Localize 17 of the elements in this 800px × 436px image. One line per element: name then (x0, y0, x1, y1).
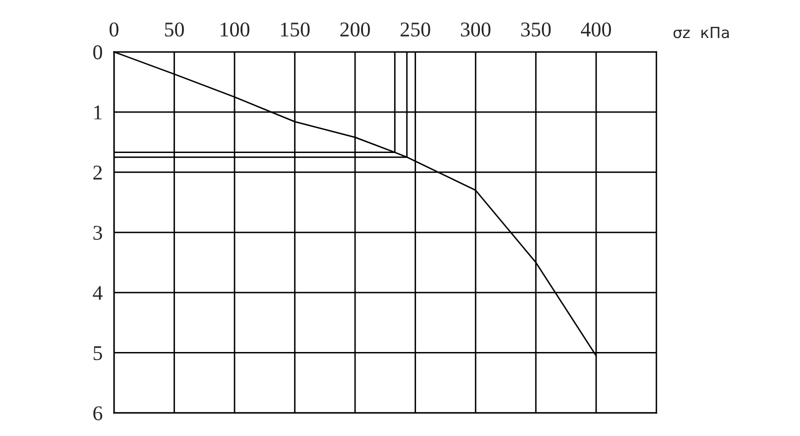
y-tick-label: 3 (93, 226, 102, 240)
y-tick-label: 0 (93, 45, 102, 60)
x-tick-label: 100 (220, 22, 250, 37)
x-tick-label: 150 (281, 22, 310, 37)
y-tick-label: 5 (94, 346, 102, 360)
x-tick-label: 300 (460, 22, 490, 37)
x-tick-label: 0 (110, 22, 118, 37)
y-tick-label: 2 (93, 166, 102, 180)
y-tick-label: 6 (93, 406, 102, 420)
x-axis-title: σz кПа (674, 26, 729, 38)
x-tick-label: 200 (340, 22, 370, 37)
x-tick-label: 50 (165, 22, 184, 37)
y-tick-label: 4 (92, 286, 103, 300)
y-tick-label: 1 (94, 106, 102, 120)
x-tick-label: 250 (400, 22, 430, 37)
x-tick-label: 350 (521, 22, 551, 37)
x-tick-label: 400 (580, 22, 611, 37)
